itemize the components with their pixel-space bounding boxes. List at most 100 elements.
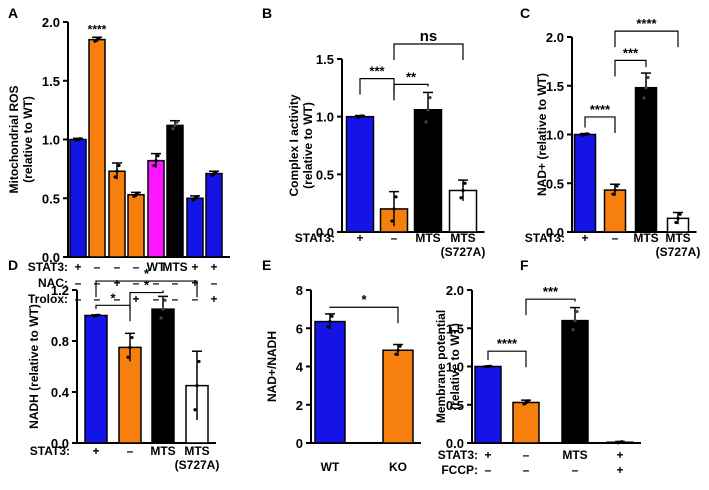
panel-letter: F [520,257,529,273]
data-point [620,440,624,444]
data-point [326,325,330,329]
y-tick-label: 0.5 [316,167,334,182]
data-point [396,348,400,352]
row-cell: + [92,444,99,458]
row-label: STAT3: [295,231,335,245]
y-tick-label: 1.0 [316,110,334,125]
data-point [152,163,156,168]
row-cell: MTS [162,260,187,274]
data-point [575,309,579,314]
y-tick-label: 8 [296,283,303,298]
row-label: FCCP: [441,463,478,477]
row-cell: MTS [562,448,587,462]
panel-letter: A [8,5,18,21]
panel-d: D 0.0 0.4 0.8 1.2 NADH (relative to WT) STAT3:… [8,257,219,472]
y-axis-label: Membrane potential(relative to WT) [434,310,462,423]
panel-f: F 0.0 0.5 1.0 1.5 2.0 Membrane potential(relat… [434,257,641,477]
y-axis-label-line: NAD+/NADH [265,331,279,402]
bar [573,133,597,233]
row-cell: + [484,448,491,462]
y-axis-label-line: (relative to WT) [301,102,315,189]
data-point [426,108,430,112]
data-point [459,196,463,200]
y-tick-label: 0.8 [51,334,69,349]
data-point [128,345,132,349]
row-cell: (S727A) [441,245,486,259]
significance-bracket [329,306,399,324]
bar [88,38,106,258]
y-tick-label: 0 [296,436,303,451]
data-point [154,159,158,163]
data-point [394,195,398,199]
y-axis-label: Complex I activity(relative to WT) [287,94,315,196]
y-tick-label: 0.0 [316,225,334,240]
y-tick-label: 0.0 [546,225,564,240]
bar [108,170,126,258]
significance-bracket [129,290,164,309]
row-cell: – [153,292,160,306]
bar [166,124,184,258]
row-cell: – [75,292,82,306]
significance-bracket [487,350,527,368]
data-point [615,184,619,188]
row-cell: – [114,292,121,306]
bar [118,346,142,444]
x-tick-label: KO [389,460,407,474]
row-cell: – [192,292,199,306]
row-label: Trolox: [28,292,68,306]
data-point [163,298,167,302]
y-tick-label: 0.5 [42,191,60,206]
y-tick-label: 1.5 [42,74,60,89]
row-cell: + [210,260,217,274]
row-cell: + [356,231,363,245]
y-tick-label: 1.5 [316,52,334,67]
data-point [214,170,218,174]
panel-letter: E [262,257,271,273]
bar [512,401,540,444]
y-tick-label: 0.0 [42,250,60,265]
data-point [488,364,492,368]
y-axis-label: NAD+/NADH [265,331,279,402]
row-cell: – [572,463,579,477]
y-axis-label-line: NAD+ (relative to WT) [535,73,549,196]
data-point [156,154,160,158]
bar [345,115,375,233]
y-tick-label: 1.2 [51,283,69,298]
row-cell: + [191,276,198,290]
row-cell: MTS [665,231,690,245]
data-point [130,335,134,340]
row-cell: – [523,463,530,477]
y-tick-label: 0.5 [446,398,464,413]
y-tick-label: 1.0 [546,128,564,143]
bar [382,349,414,444]
data-point [392,207,396,211]
data-point [195,384,199,388]
data-point [126,355,130,359]
row-cell: MTS [450,231,475,245]
y-tick-label: 1.5 [546,79,564,94]
significance-label: * [361,292,367,307]
row-cell: + [616,448,623,462]
data-point [428,96,432,100]
data-point [173,123,177,127]
significance-label: *** [623,45,639,60]
significance-bracket [393,83,429,101]
data-point [197,359,201,364]
data-point [611,192,615,196]
data-point [159,316,163,320]
row-cell: – [127,444,134,458]
y-tick-label: 4 [296,360,304,375]
data-point [115,169,119,173]
significance-bracket [525,298,576,316]
data-point [424,120,428,124]
row-cell: (S727A) [656,245,701,259]
x-tick-label: WT [321,460,340,474]
row-cell: MTS [150,444,175,458]
significance-label: * [144,278,150,293]
data-point [394,352,398,356]
row-cell: + [132,292,139,306]
data-point [573,319,577,323]
significance-label: **** [590,102,611,117]
row-label: STAT3: [438,448,478,462]
